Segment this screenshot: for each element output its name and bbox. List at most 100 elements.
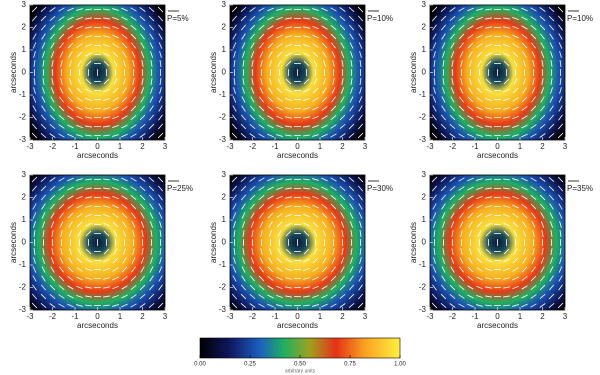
vector — [530, 275, 537, 282]
vector — [69, 78, 72, 85]
vector — [276, 195, 283, 200]
vector — [467, 96, 474, 103]
vector — [321, 294, 328, 299]
vector — [450, 105, 455, 112]
vector — [532, 60, 535, 67]
vector — [341, 230, 344, 237]
y-tick-label: -1 — [419, 90, 427, 99]
vector — [76, 285, 83, 290]
vector — [157, 293, 164, 300]
vector — [149, 266, 154, 273]
x-tick-label: -1 — [271, 312, 279, 321]
colorbar-tick-label: 0.25 — [244, 362, 256, 368]
vector — [303, 205, 310, 208]
vector — [531, 51, 536, 58]
vector — [58, 177, 65, 182]
vector — [485, 88, 492, 93]
vector — [349, 212, 354, 219]
vector — [85, 196, 92, 199]
vector — [250, 203, 255, 210]
vector — [123, 78, 126, 85]
vector — [112, 51, 119, 58]
vector — [558, 42, 563, 49]
vector — [341, 78, 344, 85]
y-axis-label: arcseconds — [209, 52, 218, 93]
vector — [232, 284, 237, 291]
vector — [357, 302, 364, 309]
vector — [103, 178, 110, 181]
vector — [467, 204, 474, 209]
vector — [148, 185, 155, 192]
vector — [549, 266, 554, 273]
vector — [112, 304, 119, 307]
vector — [349, 33, 354, 40]
vector — [268, 221, 273, 228]
vector — [51, 78, 54, 85]
vector — [312, 178, 319, 181]
vector — [258, 115, 265, 120]
vector — [321, 34, 328, 39]
vector — [249, 186, 256, 191]
vector — [539, 303, 546, 308]
vector — [350, 257, 353, 264]
vector — [49, 284, 56, 291]
vector — [58, 115, 65, 120]
vector — [150, 87, 153, 94]
vector — [550, 51, 553, 58]
vector — [259, 87, 264, 94]
vector — [269, 60, 272, 67]
vector — [512, 285, 519, 290]
vector — [112, 276, 119, 281]
vector — [150, 257, 153, 264]
vector — [132, 230, 135, 237]
vector — [431, 293, 438, 300]
vector — [148, 293, 155, 300]
vector — [250, 212, 255, 219]
vector — [267, 266, 274, 273]
vector — [130, 16, 137, 21]
vector — [103, 134, 110, 137]
vector — [539, 16, 546, 21]
vector — [31, 185, 38, 192]
vector — [450, 42, 455, 49]
vector — [431, 185, 438, 192]
annotation: P=5% — [167, 14, 189, 23]
vector — [49, 294, 56, 299]
vector — [476, 125, 483, 128]
vector — [285, 98, 292, 101]
vector — [323, 60, 326, 67]
vector — [112, 295, 119, 298]
vector — [485, 214, 492, 217]
vector — [233, 221, 236, 228]
vector — [512, 295, 519, 298]
vector — [339, 284, 346, 291]
vector — [530, 33, 537, 40]
vector — [59, 51, 64, 58]
vector — [276, 187, 283, 190]
vector — [50, 275, 55, 282]
y-axis-label: arcseconds — [9, 222, 18, 263]
vector — [285, 8, 292, 11]
vector — [58, 203, 65, 210]
vector — [60, 230, 63, 237]
vector — [358, 42, 363, 49]
vector — [512, 257, 519, 264]
vector — [49, 133, 56, 138]
vector — [540, 42, 545, 49]
vector — [467, 25, 474, 30]
vector — [312, 213, 319, 218]
vector — [341, 248, 344, 255]
y-tick-label: 1 — [422, 45, 427, 54]
vector — [530, 115, 537, 120]
vector — [442, 60, 445, 67]
vector — [459, 257, 464, 264]
vector — [50, 87, 55, 94]
vector — [432, 42, 437, 49]
vector — [558, 33, 563, 40]
vector — [312, 285, 319, 290]
vector — [503, 17, 510, 20]
vector — [139, 114, 146, 121]
vector — [521, 303, 528, 308]
vector — [67, 16, 74, 21]
vector — [512, 213, 519, 218]
